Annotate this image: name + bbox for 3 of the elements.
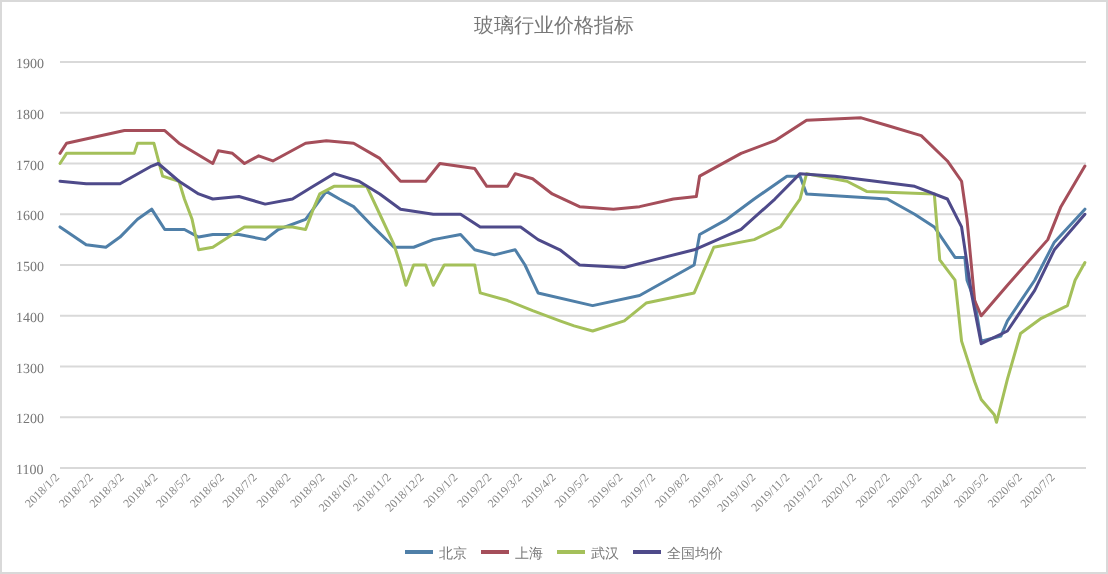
line-series <box>58 116 1087 318</box>
line-series <box>58 141 1087 424</box>
title: 玻璃行业价格指标 <box>474 16 634 38</box>
